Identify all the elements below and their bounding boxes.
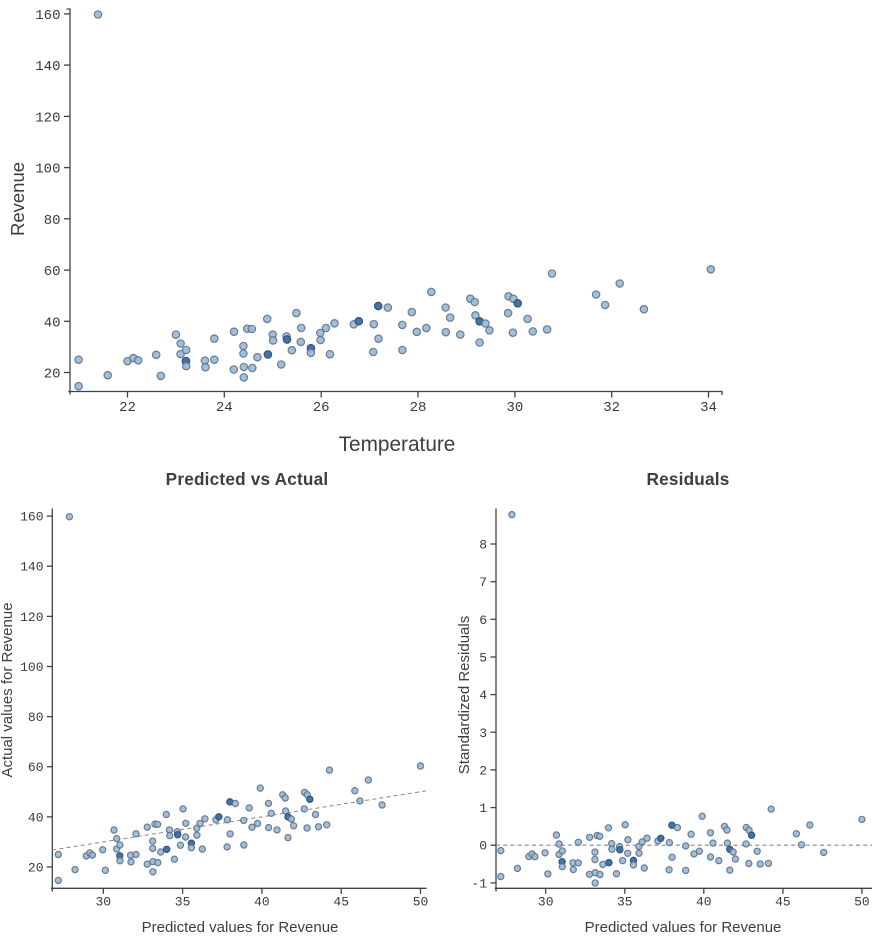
svg-text:Temperature: Temperature: [339, 433, 456, 456]
svg-text:60: 60: [44, 264, 61, 280]
svg-text:5: 5: [479, 651, 487, 666]
svg-text:100: 100: [20, 660, 43, 675]
svg-text:Residuals: Residuals: [647, 469, 730, 489]
svg-text:35: 35: [617, 895, 633, 910]
svg-text:1: 1: [479, 801, 487, 816]
svg-text:50: 50: [413, 895, 429, 910]
svg-text:Predicted values for Revenue: Predicted values for Revenue: [585, 919, 782, 936]
svg-text:50: 50: [854, 895, 870, 910]
svg-text:34: 34: [700, 400, 717, 416]
svg-text:45: 45: [333, 895, 349, 910]
svg-text:6: 6: [479, 613, 487, 628]
svg-text:160: 160: [35, 8, 60, 24]
svg-text:20: 20: [44, 367, 61, 383]
svg-text:40: 40: [254, 895, 270, 910]
svg-text:45: 45: [775, 895, 791, 910]
svg-text:-1: -1: [471, 876, 487, 891]
svg-text:35: 35: [175, 895, 191, 910]
svg-text:22: 22: [119, 400, 136, 416]
svg-text:30: 30: [538, 895, 554, 910]
svg-text:2: 2: [479, 763, 487, 778]
svg-text:80: 80: [44, 213, 61, 229]
svg-text:60: 60: [28, 760, 44, 775]
svg-text:80: 80: [28, 710, 44, 725]
svg-text:Actual values for Revenue: Actual values for Revenue: [0, 602, 16, 777]
svg-text:Standardized Residuals: Standardized Residuals: [456, 616, 473, 774]
svg-text:Predicted vs Actual: Predicted vs Actual: [166, 469, 329, 489]
svg-text:Predicted values for Revenue: Predicted values for Revenue: [142, 919, 339, 936]
svg-text:0: 0: [479, 839, 487, 854]
svg-text:7: 7: [479, 575, 487, 590]
svg-text:160: 160: [20, 510, 43, 525]
svg-text:30: 30: [95, 895, 111, 910]
svg-text:3: 3: [479, 726, 487, 741]
svg-text:40: 40: [696, 895, 712, 910]
svg-text:40: 40: [28, 810, 44, 825]
svg-text:30: 30: [506, 400, 523, 416]
svg-text:40: 40: [44, 315, 61, 331]
svg-text:120: 120: [20, 610, 43, 625]
svg-text:120: 120: [35, 110, 60, 126]
svg-text:24: 24: [216, 400, 233, 416]
svg-text:8: 8: [479, 538, 487, 553]
svg-text:20: 20: [28, 861, 44, 876]
svg-text:Revenue: Revenue: [7, 162, 28, 236]
svg-text:28: 28: [410, 400, 427, 416]
svg-text:32: 32: [603, 400, 620, 416]
svg-text:4: 4: [479, 688, 487, 703]
svg-text:140: 140: [35, 59, 60, 75]
svg-text:26: 26: [313, 400, 330, 416]
svg-text:100: 100: [35, 162, 60, 178]
svg-text:140: 140: [20, 560, 43, 575]
